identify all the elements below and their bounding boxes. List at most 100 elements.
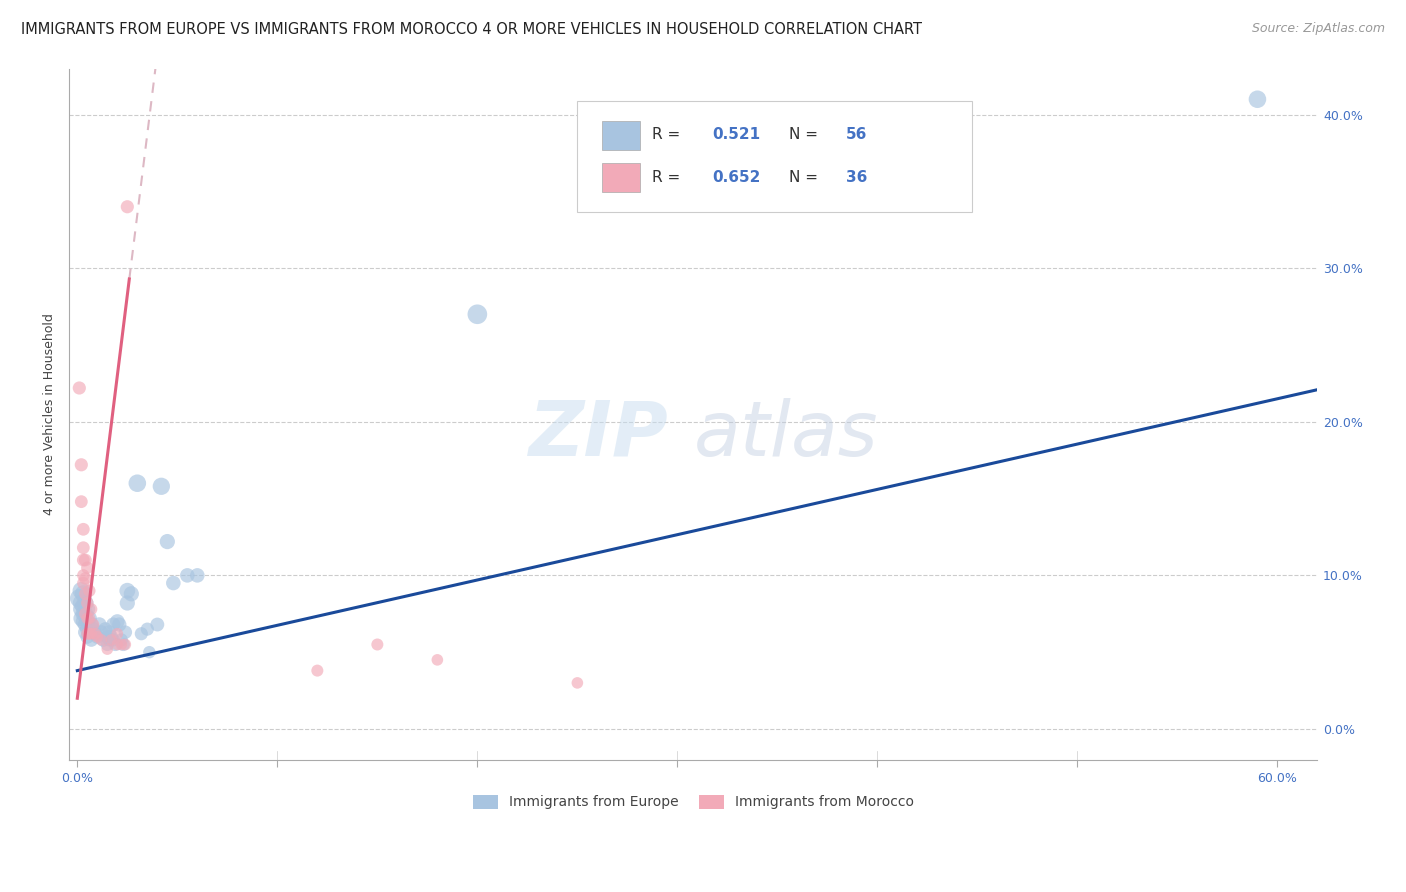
Point [84,626,107,640]
Point [146,617,169,632]
Text: 0.521: 0.521 [711,128,761,143]
Point [105,638,128,652]
Point [76,626,98,640]
Point [96,630,118,644]
Point [67,591,90,606]
Point [117,200,139,214]
Point [72,576,94,591]
Point [156,534,179,549]
Point [96,638,118,652]
Point [75,625,97,640]
Point [80,617,103,632]
Point [96,642,118,657]
Text: N =: N = [790,169,824,185]
Point [105,615,128,629]
Point [117,596,139,610]
Point [70,458,93,472]
FancyBboxPatch shape [578,101,972,212]
Point [103,617,125,632]
Point [110,632,132,647]
Point [100,630,122,644]
Point [80,602,103,616]
Text: ZIP: ZIP [529,398,668,472]
Point [75,553,97,567]
Text: R =: R = [652,169,685,185]
Point [98,632,121,647]
Point [86,630,108,644]
Point [76,560,98,574]
Point [72,587,94,601]
Point [82,622,104,636]
Text: atlas: atlas [693,398,877,472]
Point [108,617,131,632]
Point [80,632,103,647]
Point [70,596,93,610]
Point [110,638,132,652]
Point [112,638,135,652]
Point [105,626,128,640]
Point [136,622,159,636]
Point [72,607,94,621]
Point [90,632,112,647]
Point [76,615,98,629]
Point [84,626,107,640]
Point [76,622,98,636]
Point [90,625,112,640]
Point [80,626,103,640]
Point [91,632,114,647]
Point [76,611,98,625]
Point [75,607,97,621]
Point [72,522,94,536]
FancyBboxPatch shape [602,121,640,150]
Point [467,307,489,321]
Point [89,617,111,632]
Point [127,476,149,491]
Point [76,602,98,616]
Point [72,615,94,629]
Text: IMMIGRANTS FROM EUROPE VS IMMIGRANTS FROM MOROCCO 4 OR MORE VEHICLES IN HOUSEHOL: IMMIGRANTS FROM EUROPE VS IMMIGRANTS FRO… [21,22,922,37]
Point [150,479,173,493]
Text: 36: 36 [845,169,868,185]
Point [120,587,142,601]
Point [70,494,93,508]
Point [70,583,93,598]
Point [307,664,329,678]
Point [75,596,97,610]
Point [103,632,125,647]
Point [131,626,153,640]
Point [70,602,93,616]
Legend: Immigrants from Europe, Immigrants from Morocco: Immigrants from Europe, Immigrants from … [467,789,920,815]
Point [75,607,97,621]
Point [79,622,101,636]
Point [567,676,589,690]
Point [79,626,101,640]
Text: 0.652: 0.652 [711,169,761,185]
Point [75,617,97,632]
Point [117,583,139,598]
Point [76,596,98,610]
Text: R =: R = [652,128,685,143]
Point [72,599,94,613]
Point [82,617,104,632]
Text: Source: ZipAtlas.com: Source: ZipAtlas.com [1251,22,1385,36]
Text: 56: 56 [845,128,868,143]
Point [72,568,94,582]
Point [79,583,101,598]
Point [186,568,208,582]
Point [426,653,449,667]
Point [75,587,97,601]
Point [176,568,198,582]
Point [79,611,101,625]
Point [114,625,136,640]
Point [1246,92,1268,106]
Point [79,611,101,625]
Point [94,622,117,636]
Point [98,625,121,640]
Point [76,630,98,644]
Point [72,553,94,567]
Point [67,381,90,395]
Point [70,611,93,625]
Point [72,541,94,555]
Point [138,645,160,659]
Point [114,638,136,652]
